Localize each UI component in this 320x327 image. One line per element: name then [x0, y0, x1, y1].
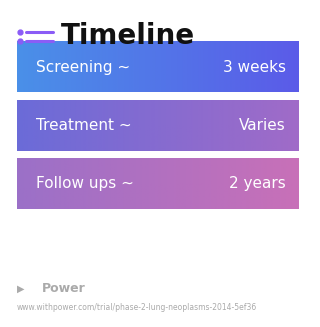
- Text: ▶: ▶: [17, 283, 25, 293]
- Text: Screening ~: Screening ~: [36, 60, 130, 75]
- Text: Treatment ~: Treatment ~: [36, 118, 132, 133]
- Text: Varies: Varies: [239, 118, 286, 133]
- Text: Timeline: Timeline: [61, 23, 195, 50]
- Text: 3 weeks: 3 weeks: [223, 60, 286, 75]
- Text: 2 years: 2 years: [229, 176, 286, 191]
- Text: Follow ups ~: Follow ups ~: [36, 176, 134, 191]
- Text: Power: Power: [42, 282, 86, 295]
- Text: www.withpower.com/trial/phase-2-lung-neoplasms-2014-5ef36: www.withpower.com/trial/phase-2-lung-neo…: [17, 303, 257, 312]
